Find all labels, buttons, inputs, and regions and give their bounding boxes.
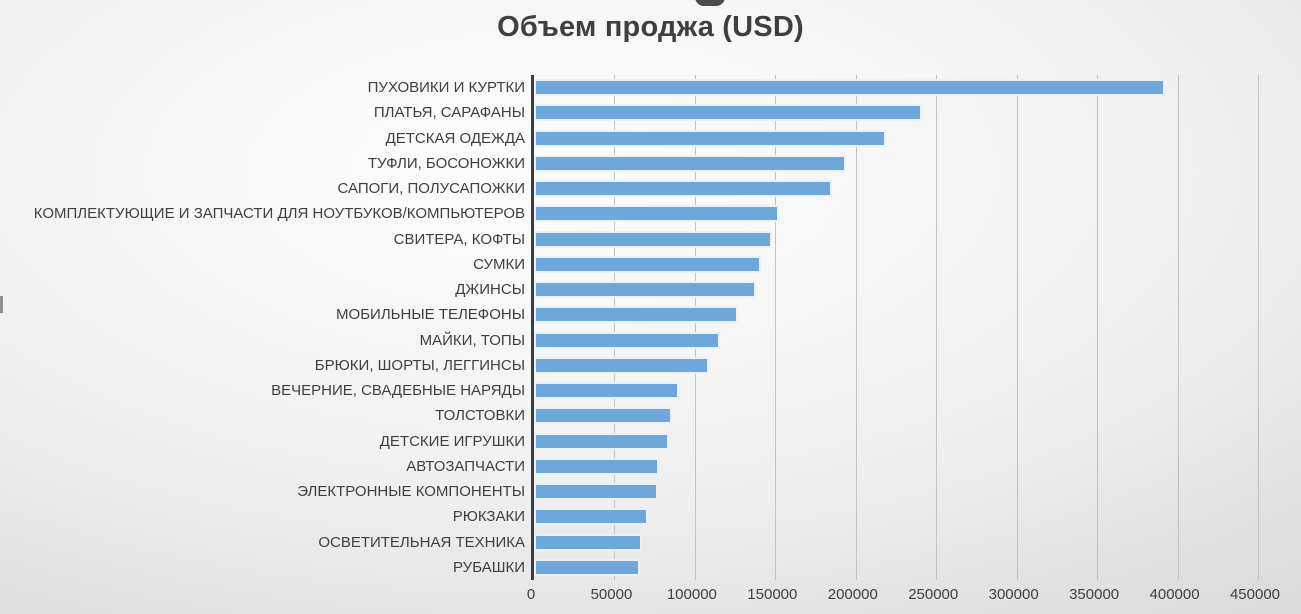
gridline — [1258, 75, 1259, 580]
category-label: КОМПЛЕКТУЮЩИЕ И ЗАПЧАСТИ ДЛЯ НОУТБУКОВ/К… — [33, 205, 525, 223]
bar-row — [534, 378, 1258, 403]
bar-row — [534, 454, 1258, 479]
bar-row — [534, 75, 1258, 100]
bar — [534, 407, 673, 425]
category-label: ДЖИНСЫ — [455, 281, 525, 299]
category-label: БРЮКИ, ШОРТЫ, ЛЕГГИНСЫ — [314, 356, 525, 374]
bar — [534, 356, 710, 374]
category-axis: ПУХОВИКИ И КУРТКИ ПЛАТЬЯ, САРАФАНЫ ДЕТСКАЯ… — [0, 75, 525, 580]
gridline — [614, 75, 616, 580]
category-label: МОБИЛЬНЫЕ ТЕЛЕФОНЫ — [336, 306, 525, 324]
cropped-object-artifact — [695, 0, 725, 6]
bar-row — [534, 227, 1258, 252]
bar-rows — [534, 75, 1258, 580]
plot-area — [531, 75, 1259, 580]
bar — [534, 533, 642, 551]
category-label: ПЛАТЬЯ, САРАФАНЫ — [373, 104, 525, 122]
bar-row — [534, 151, 1258, 176]
bar — [534, 79, 1165, 97]
chart-title: Объем проджа (USD) — [497, 11, 804, 43]
value-tick-label: 300000 — [988, 586, 1039, 603]
bar — [534, 432, 670, 450]
bar-row — [534, 530, 1258, 555]
category-label: ТУФЛИ, БОСОНОЖКИ — [367, 154, 525, 172]
bar — [534, 281, 757, 299]
category-label: ДЕТСКИЕ ИГРУШКИ — [379, 432, 525, 450]
left-edge-artifact — [0, 296, 3, 313]
bar-row — [534, 403, 1258, 428]
bar-row — [534, 429, 1258, 454]
category-label: СУМКИ — [473, 255, 525, 273]
bar — [534, 306, 739, 324]
bar-row — [534, 201, 1258, 226]
value-axis: 0 50000 100000 150000 200000 250000 300000 3500… — [527, 586, 1280, 608]
bar — [534, 205, 779, 223]
category-label: РЮКЗАКИ — [452, 508, 525, 526]
bar — [534, 230, 773, 248]
gridline — [775, 75, 777, 580]
category-label: ВЕЧЕРНИЕ, СВАДЕБНЫЕ НАРЯДЫ — [271, 382, 525, 400]
bar — [534, 104, 922, 122]
bar — [534, 154, 847, 172]
value-tick-label: 50000 — [590, 586, 633, 603]
bar-row — [534, 176, 1258, 201]
bar — [534, 180, 832, 198]
bar — [534, 508, 649, 526]
bar-row — [534, 353, 1258, 378]
category-label: ЭЛЕКТРОННЫЕ КОМПОНЕНТЫ — [297, 483, 525, 501]
gridline — [1097, 75, 1099, 580]
value-tick-label: 150000 — [747, 586, 798, 603]
value-tick-label: 100000 — [666, 586, 717, 603]
bar-row — [534, 328, 1258, 353]
value-tick-label: 200000 — [827, 586, 878, 603]
bar-row — [534, 302, 1258, 327]
bar-row — [534, 277, 1258, 302]
bar-row — [534, 504, 1258, 529]
category-label: ОСВЕТИТЕЛЬНАЯ ТЕХНИКА — [318, 533, 525, 551]
gridline — [1177, 75, 1179, 580]
value-tick-label: 450000 — [1229, 586, 1281, 603]
bar-row — [534, 100, 1258, 125]
value-tick-label: 250000 — [908, 586, 959, 603]
bar — [534, 382, 679, 400]
gridline — [694, 75, 696, 580]
bar — [534, 457, 659, 475]
category-label: РУБАШКИ — [453, 558, 525, 576]
bar-row — [534, 126, 1258, 151]
category-label: АВТОЗАПЧАСТИ — [406, 457, 525, 475]
category-label: ДЕТСКАЯ ОДЕЖДА — [385, 129, 525, 147]
value-tick-label: 400000 — [1149, 586, 1200, 603]
category-label: САПОГИ, ПОЛУСАПОЖКИ — [337, 180, 525, 198]
value-tick-label: 0 — [526, 586, 536, 603]
bar-row — [534, 479, 1258, 504]
value-tick-label: 350000 — [1069, 586, 1120, 603]
category-label: ПУХОВИКИ И КУРТКИ — [367, 79, 525, 97]
category-label: СВИТЕРА, КОФТЫ — [393, 230, 525, 248]
bar — [534, 129, 887, 147]
bar-row — [534, 555, 1258, 580]
category-label: ТОЛСТОВКИ — [435, 407, 525, 425]
bar — [534, 558, 641, 576]
bar — [534, 331, 720, 349]
bar — [534, 483, 658, 501]
gridline — [855, 75, 857, 580]
bar — [534, 255, 761, 273]
gridline — [936, 75, 938, 580]
gridline — [1016, 75, 1018, 580]
bar-row — [534, 252, 1258, 277]
category-label: МАЙКИ, ТОПЫ — [419, 331, 525, 349]
